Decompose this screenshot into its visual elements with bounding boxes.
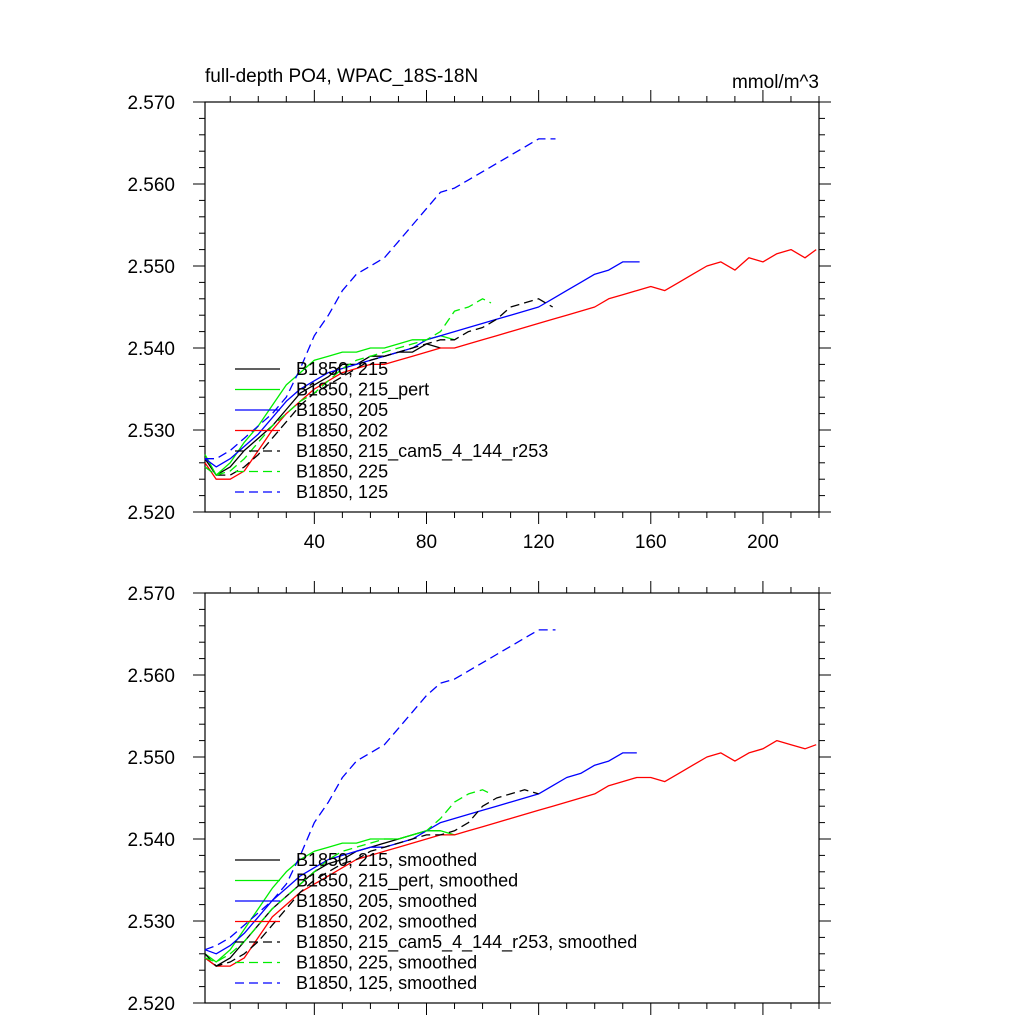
legend-label: B1850, 202, smoothed [296, 912, 477, 932]
series-line [204, 335, 455, 476]
legend-label: B1850, 125, smoothed [296, 973, 477, 993]
y-tick-label: 2.570 [127, 93, 175, 114]
legend-label: B1850, 205 [296, 400, 388, 420]
series-line [205, 138, 556, 460]
legend-label: B1850, 225 [296, 462, 388, 482]
series-line [204, 789, 492, 963]
x-tick-label: 80 [416, 532, 437, 553]
y-tick-label: 2.520 [127, 994, 175, 1015]
chart-panel-top: full-depth PO4, WPAC_18S-18N mmol/m^3 40 80… [127, 66, 831, 553]
x-tick-label: 160 [635, 532, 667, 553]
legend-label: B1850, 215_cam5_4_144_r253 [296, 441, 548, 462]
series-line [204, 298, 554, 476]
y-tick-label: 2.570 [127, 584, 175, 605]
y-tick-label: 2.560 [127, 666, 175, 687]
legend-label: B1850, 202 [296, 421, 388, 441]
series-line [204, 629, 556, 951]
legend-label: B1850, 225, smoothed [296, 953, 477, 973]
legend-label: B1850, 215_pert, smoothed [296, 871, 518, 892]
legend-label: B1850, 215, smoothed [296, 850, 477, 870]
x-tick-label: 200 [747, 532, 779, 553]
y-tick-label: 2.520 [127, 503, 175, 524]
y-tick-label: 2.560 [127, 175, 175, 196]
y-tick-label: 2.540 [127, 339, 175, 360]
series-line [204, 343, 441, 476]
legend-label: B1850, 125 [296, 482, 388, 502]
units-label: mmol/m^3 [732, 72, 819, 93]
legend-label: B1850, 215 [296, 359, 388, 379]
series-line [204, 739, 817, 967]
y-tick-label: 2.530 [127, 912, 175, 933]
series-line [204, 248, 817, 480]
legend-label: B1850, 205, smoothed [296, 891, 477, 911]
chart-panel-bottom: 2.520 2.530 2.540 2.550 2.560 2.570 B1850, 215… [127, 581, 831, 1015]
plot-frame [204, 592, 820, 1004]
legend-label: B1850, 215_pert [296, 380, 429, 401]
series-line [204, 261, 640, 468]
plot-frame [204, 101, 820, 513]
series-line [204, 789, 539, 967]
x-tick-label: 120 [523, 532, 555, 553]
x-tick-label: 40 [304, 532, 325, 553]
y-tick-label: 2.550 [127, 257, 175, 278]
y-tick-label: 2.530 [127, 421, 175, 442]
y-tick-label: 2.550 [127, 748, 175, 769]
legend-label: B1850, 215_cam5_4_144_r253, smoothed [296, 932, 637, 953]
y-tick-label: 2.540 [127, 830, 175, 851]
chart-title: full-depth PO4, WPAC_18S-18N [205, 66, 478, 87]
